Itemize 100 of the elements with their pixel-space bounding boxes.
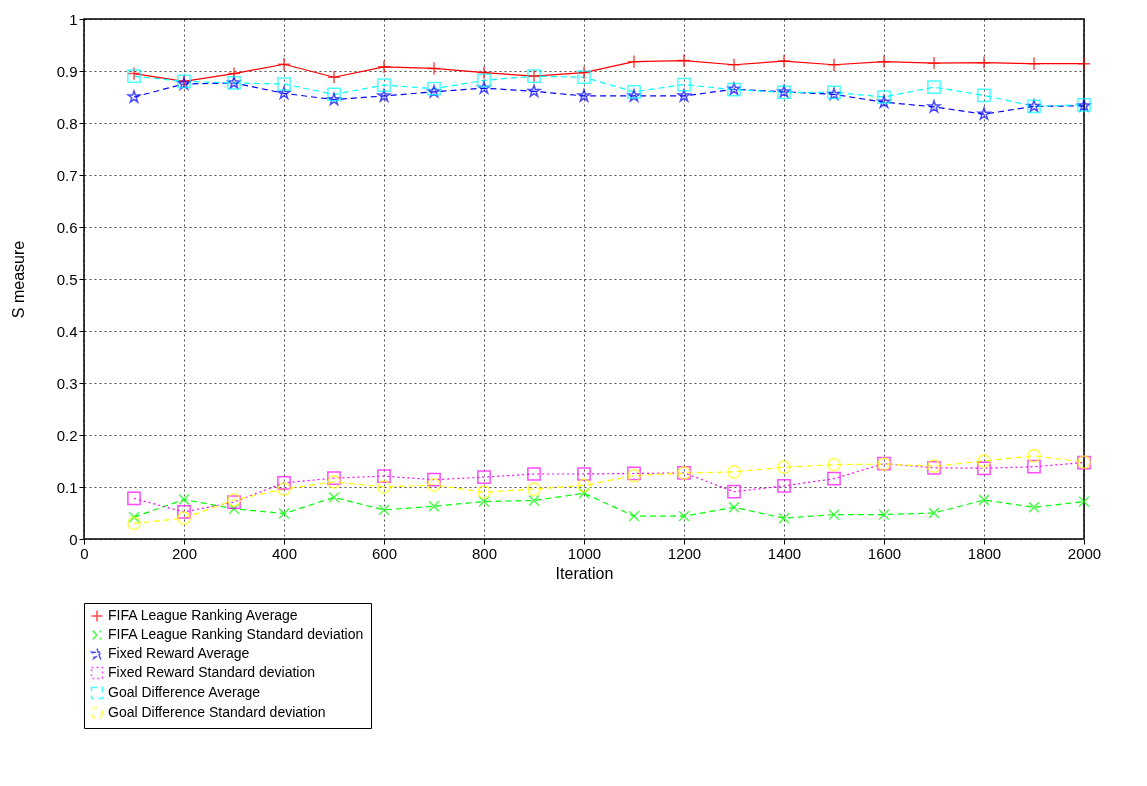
point <box>277 475 291 490</box>
point <box>427 478 441 492</box>
x-tick-label: 2000 <box>1067 544 1102 562</box>
point <box>477 470 491 484</box>
point <box>1028 501 1040 513</box>
point <box>377 59 391 74</box>
point <box>1027 56 1041 71</box>
x-tick-label: 800 <box>471 544 498 562</box>
point <box>927 80 941 94</box>
point <box>477 485 491 500</box>
point <box>527 84 541 97</box>
point <box>927 100 941 113</box>
legend-label: FIFA League Ranking Standard deviation <box>108 626 364 642</box>
point <box>178 493 190 506</box>
point <box>827 471 841 486</box>
legend-label: Fixed Reward Standard deviation <box>108 664 316 680</box>
point <box>677 53 691 68</box>
y-tick-label: 0.4 <box>56 322 78 340</box>
point <box>727 465 741 479</box>
point <box>977 107 991 120</box>
point <box>377 89 391 102</box>
point <box>377 480 391 494</box>
point <box>377 469 391 483</box>
point <box>727 484 741 499</box>
point <box>577 89 591 102</box>
point <box>327 87 341 102</box>
x-tick-label: 1000 <box>567 544 602 562</box>
point <box>628 510 640 522</box>
point <box>627 89 641 102</box>
x-axis-title: Iteration <box>555 564 614 582</box>
point <box>877 90 891 104</box>
y-tick-label: 0.1 <box>56 478 78 496</box>
point <box>1078 495 1090 508</box>
point <box>328 491 340 504</box>
point <box>477 81 491 94</box>
y-tick-label: 0.7 <box>56 166 78 184</box>
y-tick-label: 0.5 <box>56 270 78 288</box>
point <box>277 482 291 496</box>
legend-label: Fixed Reward Average <box>108 645 250 661</box>
point <box>977 55 991 70</box>
x-tick-label: 600 <box>371 544 398 562</box>
point <box>1077 56 1091 71</box>
point <box>677 89 691 102</box>
x-tick-label: 1400 <box>767 544 802 562</box>
point <box>877 54 891 69</box>
point <box>778 512 790 524</box>
point <box>577 467 591 481</box>
point <box>828 508 840 521</box>
point <box>677 77 691 92</box>
point <box>777 54 791 68</box>
point <box>1027 459 1041 474</box>
y-tick-label: 0.8 <box>56 114 78 132</box>
point <box>928 507 940 519</box>
point <box>528 494 540 507</box>
y-axis-title: S measure <box>9 240 27 319</box>
point <box>678 510 690 522</box>
x-tick-label: 1200 <box>667 544 702 562</box>
y-tick-label: 0.3 <box>56 374 78 392</box>
point <box>977 461 991 476</box>
legend-label: Goal Difference Average <box>108 684 261 700</box>
point <box>427 61 441 76</box>
y-tick-label: 0.2 <box>56 426 78 444</box>
point <box>527 482 541 496</box>
point <box>977 88 991 103</box>
point <box>577 65 591 80</box>
x-tick-label: 1800 <box>967 544 1002 562</box>
y-tick-label: 0 <box>69 530 78 548</box>
point <box>978 494 990 506</box>
point <box>428 500 440 512</box>
y-tick-label: 0.9 <box>56 62 78 80</box>
x-tick-label: 200 <box>171 544 198 562</box>
point <box>827 57 841 72</box>
point <box>127 491 141 506</box>
point <box>927 56 941 71</box>
point <box>127 90 141 103</box>
point <box>977 454 991 468</box>
point <box>727 57 741 72</box>
point <box>128 511 140 523</box>
x-tick-label: 400 <box>271 544 298 562</box>
point <box>827 457 841 472</box>
point <box>877 95 891 108</box>
point <box>327 70 341 85</box>
legend-label: Goal Difference Standard deviation <box>108 704 326 720</box>
point <box>177 511 191 526</box>
point <box>127 516 141 531</box>
x-tick-label: 0 <box>80 544 89 562</box>
point <box>577 478 591 493</box>
point <box>777 479 791 493</box>
point <box>277 86 291 100</box>
point <box>627 84 641 99</box>
point <box>478 495 490 508</box>
point <box>377 78 391 92</box>
y-tick-label: 1 <box>69 10 78 28</box>
point <box>378 504 390 516</box>
point <box>427 472 441 487</box>
point <box>527 467 541 481</box>
point <box>327 92 341 106</box>
point <box>1027 448 1041 463</box>
point <box>277 77 291 91</box>
point <box>777 460 791 475</box>
